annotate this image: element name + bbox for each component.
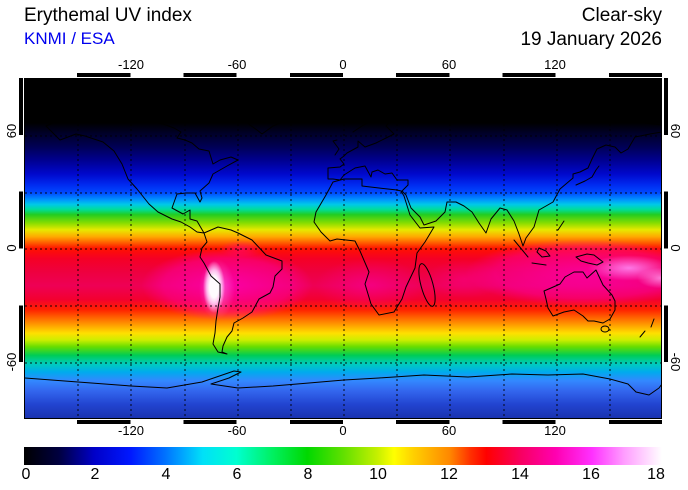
- frame-tickbar-right: [664, 78, 668, 419]
- lon-tick-bottom: 60: [441, 423, 457, 438]
- lon-tick-top: 0: [339, 57, 347, 72]
- lon-tick-top: 60: [441, 57, 457, 72]
- graticule-and-coastlines: [25, 79, 661, 418]
- colorbar-tick: 16: [582, 466, 600, 483]
- graticule-gridlines: [25, 79, 661, 418]
- colorbar-tick: 2: [90, 466, 100, 483]
- frame-tickbar-bottom: [24, 420, 662, 424]
- lat-tick-left: -60: [4, 352, 19, 372]
- frame-tickbar-left: [19, 78, 23, 419]
- lon-tick-top: -60: [227, 57, 247, 72]
- lon-tick-bottom: 120: [544, 423, 566, 438]
- lat-tick-left: 60: [4, 123, 19, 139]
- colorbar-tick: 4: [161, 466, 171, 483]
- lat-tick-right: 0: [668, 244, 683, 252]
- page-title: Erythemal UV index: [24, 5, 192, 26]
- lon-tick-top: -120: [117, 57, 145, 72]
- credit-knmi-esa: KNMI / ESA: [24, 29, 115, 48]
- lat-tick-right: 60: [668, 123, 683, 139]
- sky-condition-label: Clear-sky: [581, 5, 662, 26]
- uv-colorbar: [24, 447, 662, 465]
- lat-tick-left: 0: [4, 244, 19, 252]
- coastline-outlines: [25, 91, 661, 396]
- colorbar-tick: 0: [21, 466, 31, 483]
- uv-world-map: [24, 78, 662, 419]
- date-label: 19 January 2026: [520, 29, 662, 50]
- colorbar-tick: 6: [232, 466, 242, 483]
- colorbar-tick: 18: [647, 466, 665, 483]
- lon-tick-top: 120: [544, 57, 566, 72]
- lat-tick-right: -60: [668, 352, 683, 372]
- frame-tickbar-top: [24, 73, 662, 77]
- colorbar-tick: 14: [511, 466, 529, 483]
- lon-tick-bottom: -120: [117, 423, 145, 438]
- lon-tick-bottom: -60: [227, 423, 247, 438]
- colorbar-tick: 8: [303, 466, 313, 483]
- colorbar-tick: 10: [369, 466, 387, 483]
- lon-tick-bottom: 0: [339, 423, 347, 438]
- colorbar-tick: 12: [440, 466, 458, 483]
